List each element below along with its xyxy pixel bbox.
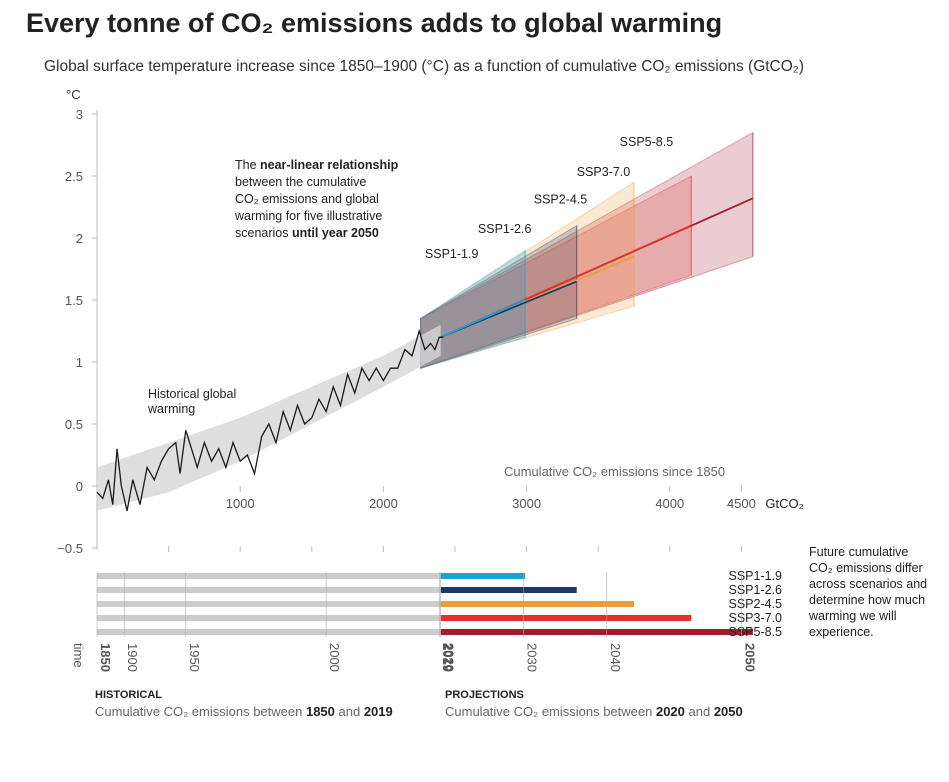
scenario-labels: SSP5-8.5 SSP3-7.0 SSP2-4.5 SSP1-2.6 SSP1-1.9 (425, 135, 673, 261)
projections-footer-text: Cumulative CO₂ emissions between 2020 an… (445, 704, 743, 719)
timeline-year-label: 2050 (742, 643, 757, 672)
x-tick-label: 2000 (369, 496, 398, 511)
y-tick-label: −0.5 (57, 541, 83, 556)
chart-subtitle: Global surface temperature increase sinc… (44, 58, 804, 75)
timeline-bar-SSP2-4.5 (440, 601, 634, 607)
historical-annotation-line1: Historical global (148, 387, 236, 401)
y-tick-label: 2 (76, 231, 83, 246)
timeline-historical-bar (97, 587, 441, 593)
historical-footer-start: 1850 (306, 704, 335, 719)
projections-footer-and: and (685, 704, 714, 719)
y-ticks: 3 2.5 2 1.5 1 0.5 0 −0.5 (57, 107, 97, 556)
timeline-bar-SSP3-7.0 (440, 615, 692, 621)
timeline-label-SSP2-4.5: SSP2-4.5 (728, 597, 782, 611)
historical-footer-prefix: Cumulative CO₂ emissions between (95, 704, 306, 719)
future-line5: warming we will (808, 609, 897, 623)
relationship-line5b: until year 2050 (292, 226, 379, 240)
timeline-year-label: 2019 (440, 643, 455, 672)
timeline-historical-bar (97, 629, 441, 635)
timeline-year-label: 2030 (525, 643, 540, 672)
future-line4: determine how much (809, 593, 925, 607)
timeline-label-SSP5-8.5: SSP5-8.5 (728, 625, 782, 639)
x-ticks: 1000 2000 3000 4000 4500 GtCO₂ (168, 486, 804, 552)
timeline-label-SSP1-2.6: SSP1-2.6 (728, 583, 782, 597)
projections-footer-head: PROJECTIONS (445, 689, 524, 701)
label-SSP1-1.9: SSP1-1.9 (425, 247, 479, 261)
label-SSP5-8.5: SSP5-8.5 (620, 135, 674, 149)
timeline-historical-bar (97, 573, 441, 579)
x-tick-label: 3000 (512, 496, 541, 511)
x-tick-label: 4000 (655, 496, 684, 511)
y-tick-label: 1.5 (65, 293, 83, 308)
relationship-annotation-line1: The near-linear relationship (235, 158, 399, 172)
timeline-historical-bar (97, 615, 441, 621)
timeline-label-SSP3-7.0: SSP3-7.0 (728, 611, 782, 625)
x-axis-unit: GtCO₂ (765, 496, 803, 511)
y-tick-label: 2.5 (65, 169, 83, 184)
relationship-bold1: near-linear relationship (260, 158, 399, 172)
historical-footer-and: and (335, 704, 364, 719)
timeline-label-SSP1-1.9: SSP1-1.9 (728, 569, 782, 583)
historical-footer-head: HISTORICAL (95, 689, 162, 701)
y-axis-unit: °C (66, 87, 81, 102)
relationship-annotation-line5: scenarios until year 2050 (235, 226, 379, 240)
timeline-year-label: 1850 (98, 643, 113, 672)
relationship-annotation-line3: CO₂ emissions and global (235, 192, 379, 206)
timeline-time-label: time (71, 643, 86, 668)
future-line6: experience. (809, 625, 874, 639)
scenario-lines (440, 197, 754, 339)
future-line1: Future cumulative (809, 545, 908, 559)
label-SSP2-4.5: SSP2-4.5 (534, 192, 588, 206)
chart-title: Every tonne of CO₂ emissions adds to glo… (26, 8, 723, 38)
timeline-year-label: 1950 (187, 643, 202, 672)
historical-band (97, 324, 441, 511)
historical-footer-end: 2019 (364, 704, 393, 719)
timeline-bar-SSP5-8.5 (440, 629, 753, 635)
projections-footer-prefix: Cumulative CO₂ emissions between (445, 704, 656, 719)
timeline-year-label: 1900 (125, 643, 140, 672)
y-tick-label: 0 (76, 479, 83, 494)
relationship-annotation-line2: between the cumulative (235, 175, 366, 189)
cumulative-since-annotation: Cumulative CO₂ emissions since 1850 (504, 464, 725, 479)
timeline-year-label: 2020 (442, 643, 457, 672)
timeline: SSP1-1.9SSP1-2.6SSP2-4.5SSP3-7.0SSP5-8.5… (71, 569, 782, 672)
future-line3: across scenarios and (809, 577, 927, 591)
relationship-part1: The (235, 158, 260, 172)
future-annotation: Future cumulative CO₂ emissions differ a… (808, 545, 927, 639)
timeline-year-label: 2040 (608, 643, 623, 672)
label-SSP3-7.0: SSP3-7.0 (577, 165, 631, 179)
future-line2: CO₂ emissions differ (809, 561, 923, 575)
relationship-line5a: scenarios (235, 226, 292, 240)
y-tick-label: 0.5 (65, 417, 83, 432)
historical-warming-line (96, 328, 444, 511)
timeline-bar-SSP1-2.6 (440, 587, 577, 593)
historical-uncertainty-band (97, 324, 441, 511)
x-tick-label: 1000 (226, 496, 255, 511)
label-SSP1-2.6: SSP1-2.6 (478, 222, 532, 236)
historical-footer-text: Cumulative CO₂ emissions between 1850 an… (95, 704, 393, 719)
x-tick-label: 4500 (727, 496, 756, 511)
historical-line (96, 328, 444, 511)
line-SSP1-1.9 (440, 299, 526, 339)
y-tick-label: 3 (76, 107, 83, 122)
timeline-year-label: 2000 (327, 643, 342, 672)
projections-footer-start: 2020 (656, 704, 685, 719)
historical-annotation-line2: warming (147, 402, 195, 416)
timeline-bar-SSP1-1.9 (440, 573, 526, 579)
projections-footer-end: 2050 (714, 704, 743, 719)
y-tick-label: 1 (76, 355, 83, 370)
timeline-historical-bar (97, 601, 441, 607)
relationship-annotation-line4: warming for five illustrative (234, 209, 382, 223)
